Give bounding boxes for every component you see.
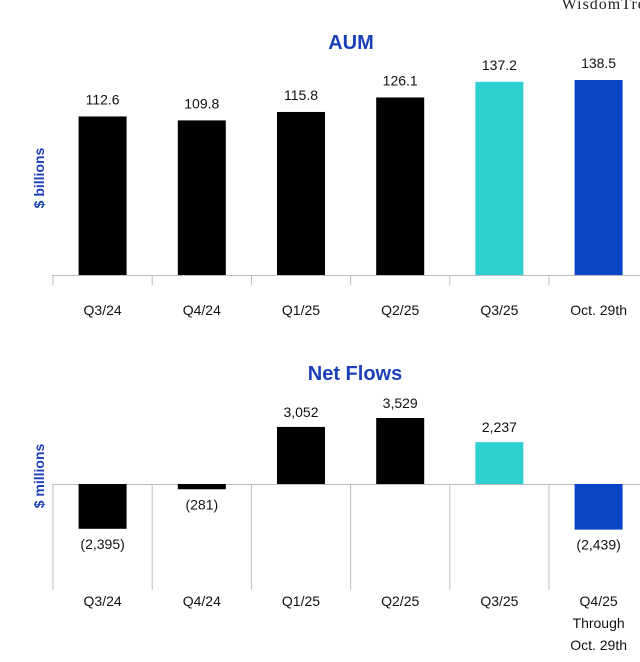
net-flows-bar <box>376 418 425 484</box>
aum-bars <box>78 80 623 276</box>
aum-data-labels: 112.6 109.8 115.8 126.1 137.2 138.5 <box>86 55 617 111</box>
net-flows-x-ticks <box>52 484 550 590</box>
aum-bar <box>277 111 325 275</box>
net-flows-data-label: (2,439) <box>576 537 620 553</box>
net-flows-category-labels: Q3/24 Q4/24 Q1/25 Q2/25 Q3/25 Q4/25 Through Oct… <box>84 593 627 653</box>
net-flows-category-label: Q1/25 <box>282 593 320 609</box>
net-flows-bar <box>574 484 623 530</box>
aum-category-label: Q1/25 <box>282 302 320 318</box>
net-flows-data-label: 3,529 <box>383 395 418 411</box>
aum-bar <box>574 80 623 275</box>
net-flows-bar <box>78 484 127 529</box>
aum-bar <box>177 120 226 275</box>
aum-bar <box>475 81 524 275</box>
net-flows-data-label: (2,395) <box>80 536 124 552</box>
aum-bar <box>78 116 127 276</box>
aum-data-label: 115.8 <box>284 87 318 103</box>
aum-y-axis-title: $ billions <box>31 147 47 208</box>
aum-data-label: 112.6 <box>86 91 120 107</box>
net-flows-bar <box>277 426 325 484</box>
aum-category-labels: Q3/24 Q4/24 Q1/25 Q2/25 Q3/25 Oct. 29th <box>84 302 627 318</box>
aum-data-label: 109.8 <box>184 95 219 111</box>
net-flows-category-label: Q2/25 <box>381 593 419 609</box>
aum-category-label: Oct. 29th <box>570 302 627 318</box>
net-flows-category-label: Q4/24 <box>183 593 221 609</box>
aum-bar <box>376 97 425 275</box>
net-flows-data-label: 3,052 <box>283 404 318 420</box>
aum-chart-title: AUM <box>328 32 374 54</box>
net-flows-category-label: Q4/25 Through Oct. 29th <box>570 593 627 653</box>
net-flows-bars <box>78 418 623 530</box>
net-flows-chart-title: Net Flows <box>308 363 402 385</box>
net-flows-y-axis-title: $ millions <box>31 444 47 509</box>
aum-data-label: 126.1 <box>383 72 418 88</box>
net-flows-bar <box>475 442 524 484</box>
aum-data-label: 137.2 <box>482 57 517 73</box>
aum-category-label: Q3/25 <box>480 302 518 318</box>
net-flows-category-label: Q3/25 <box>480 593 518 609</box>
net-flows-bar <box>177 484 226 490</box>
aum-category-label: Q3/24 <box>84 302 122 318</box>
aum-chart: AUM $ billions 112.6 109.8 115.8 126.1 137.2… <box>31 32 640 318</box>
aum-x-ticks <box>52 275 550 285</box>
net-flows-data-labels: (2,395) (281) 3,052 3,529 2,237 (2,439) <box>80 395 620 553</box>
aum-data-label: 138.5 <box>581 55 616 71</box>
net-flows-data-label: 2,237 <box>482 419 517 435</box>
aum-category-label: Q4/24 <box>183 302 221 318</box>
net-flows-data-label: (281) <box>185 496 218 512</box>
net-flows-category-label: Q3/24 <box>84 593 122 609</box>
brand-logo: WisdomTree <box>561 0 640 13</box>
aum-category-label: Q2/25 <box>381 302 419 318</box>
